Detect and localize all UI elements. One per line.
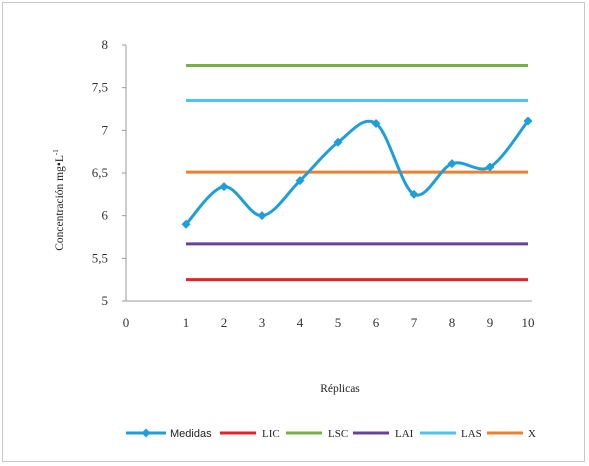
x-tick-label: 5 (335, 315, 342, 330)
y-tick-label: 8 (102, 37, 109, 52)
x-axis-title: Réplicas (320, 383, 360, 395)
measurement-point (257, 211, 267, 221)
y-tick-label: 5,5 (92, 250, 108, 265)
legend-marker-medidas (141, 428, 151, 438)
measurement-point (181, 219, 191, 229)
x-tick-label: 8 (449, 315, 456, 330)
legend-label-medidas: Medidas (170, 428, 212, 440)
x-tick-label: 2 (221, 315, 228, 330)
y-axis-title-text: Concentración mg•L (54, 155, 66, 251)
measurement-point (409, 189, 419, 199)
legend-label-lic: LIC (262, 428, 280, 440)
x-tick-label: 10 (522, 315, 535, 330)
tick-labels: 5 5,5 6 6,5 7 7,5 8 0 1 2 3 4 5 6 7 8 9 10 (92, 37, 535, 330)
x-tick-label: 6 (373, 315, 380, 330)
measurement-point (333, 137, 343, 147)
measurement-point (295, 176, 305, 186)
measurement-point (447, 159, 457, 169)
x-tick-label: 4 (297, 315, 304, 330)
legend-label-las: LAS (461, 428, 482, 440)
y-tick-label: 6 (102, 208, 109, 223)
x-tick-label: 9 (487, 315, 494, 330)
y-tick-label: 6,5 (92, 165, 108, 180)
y-tick-label: 7,5 (92, 80, 108, 95)
legend: Medidas LIC LSC LAI LAS X (126, 428, 536, 440)
y-axis-title: Concentración mg•L-1 (52, 149, 66, 251)
y-axis-title-superscript: -1 (52, 149, 60, 155)
y-tick-label: 5 (102, 293, 109, 308)
y-tick-label: 7 (102, 122, 109, 137)
measurement-point (371, 119, 381, 129)
x-tick-label: 1 (183, 315, 190, 330)
limit-lines (186, 63, 528, 282)
legend-label-x: X (528, 428, 536, 440)
measurement-point (219, 182, 229, 192)
series-measurements (181, 116, 533, 229)
x-tick-label: 0 (123, 315, 130, 330)
chart-frame (2, 2, 585, 462)
measurement-point (523, 116, 533, 126)
legend-label-lai: LAI (395, 428, 414, 440)
legend-label-lsc: LSC (328, 428, 348, 440)
x-tick-label: 7 (411, 315, 418, 330)
measurements-line (184, 119, 530, 226)
x-tick-label: 3 (259, 315, 266, 330)
svg-text:Concentración mg•L-1: Concentración mg•L-1 (52, 149, 66, 251)
measurement-point (485, 162, 495, 172)
